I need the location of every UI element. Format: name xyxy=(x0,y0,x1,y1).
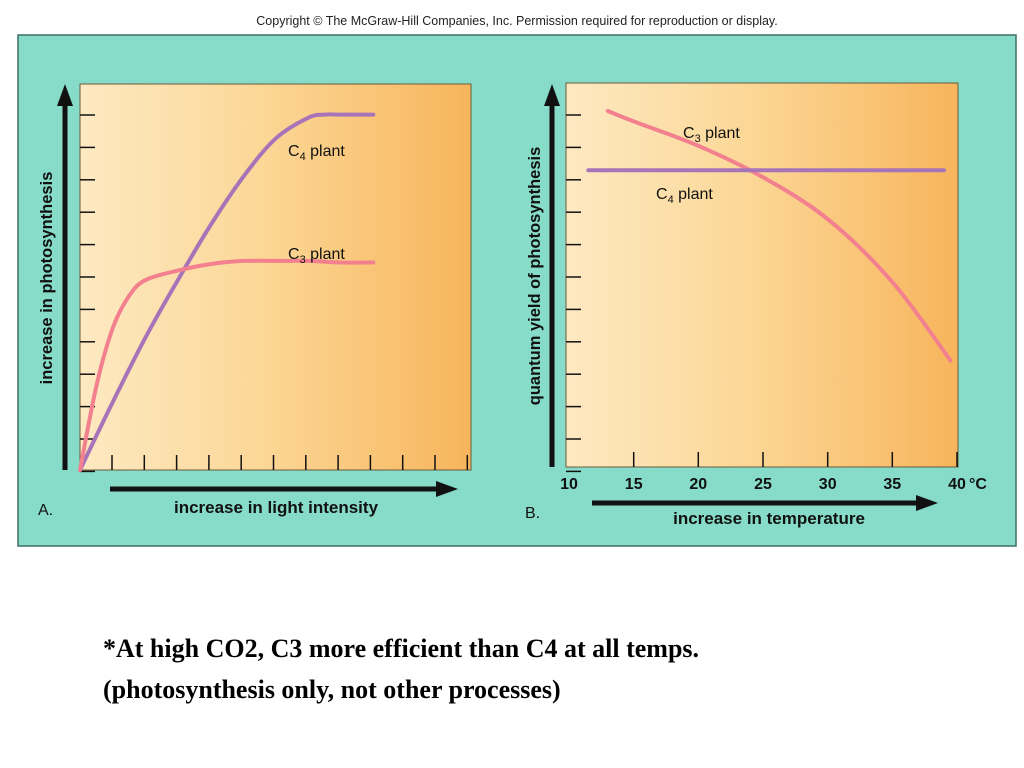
panel-a-y-arrowhead xyxy=(57,84,73,106)
panel-a-label: A. xyxy=(38,502,53,519)
panel-b-x-tick-label: 40 xyxy=(948,476,966,493)
panel-b-xlabel: increase in temperature xyxy=(673,509,865,528)
caption-line-2: (photosynthesis only, not other processe… xyxy=(103,675,561,704)
copyright-notice: Copyright © The McGraw-Hill Companies, I… xyxy=(256,14,778,28)
panel-a-x-ticks xyxy=(111,455,469,470)
caption: *At high CO2, C3 more efficient than C4 … xyxy=(103,628,983,710)
panel-a: C4 plant C3 plant increase in photosynth… xyxy=(38,83,472,519)
panel-b-label: B. xyxy=(525,505,540,522)
panel-a-x-arrowhead xyxy=(436,481,458,497)
panel-b-x-tick-label: 35 xyxy=(883,476,901,493)
panel-a-ylabel: increase in photosynthesis xyxy=(38,172,56,385)
panel-b-x-tick-labels: 10 15 20 25 30 35 40 °C xyxy=(560,452,987,493)
panel-a-xlabel: increase in light intensity xyxy=(174,498,379,517)
panel-b-x-tick-label: 10 xyxy=(560,476,578,493)
panel-b-x-tick-label: 15 xyxy=(625,476,643,493)
panel-b-x-arrowhead xyxy=(916,495,938,511)
figure: C4 plant C3 plant increase in photosynth… xyxy=(17,34,1017,547)
panel-b-y-arrowhead xyxy=(544,84,560,106)
panel-a-plot-area xyxy=(79,83,472,471)
panel-b-series-line-c3-plant xyxy=(605,108,953,363)
panel-b-ylabel: quantum yield of photosynthesis xyxy=(526,147,544,406)
caption-line-1: *At high CO2, C3 more efficient than C4 … xyxy=(103,634,700,663)
panel-b-series xyxy=(586,108,953,363)
panel-a-series-line-c3-plant xyxy=(78,258,376,472)
panel-b: 10 15 20 25 30 35 40 °C C3 plant C4 plant quant… xyxy=(525,82,987,528)
panel-b-x-tick-label: 30 xyxy=(819,476,837,493)
panel-b-x-tick-label: 20 xyxy=(689,476,707,493)
panel-b-y-ticks xyxy=(566,114,581,473)
panel-a-series-line-c4-plant xyxy=(78,112,376,472)
panel-a-series xyxy=(78,112,376,472)
panel-b-x-tick-label: 25 xyxy=(754,476,772,493)
panel-b-plot-area xyxy=(565,82,959,468)
panel-b-x-unit-label: °C xyxy=(969,476,987,493)
